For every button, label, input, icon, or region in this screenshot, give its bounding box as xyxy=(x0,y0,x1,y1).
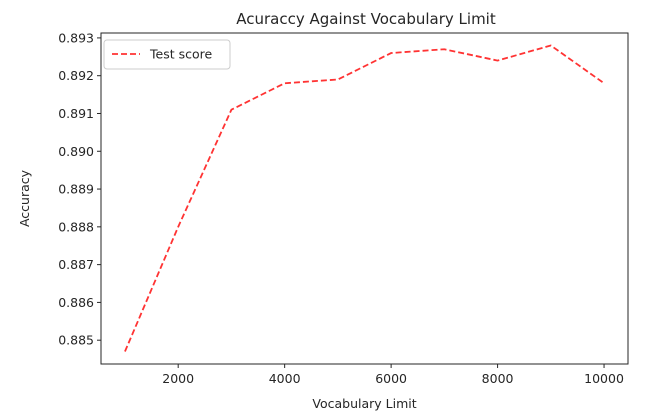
y-tick-label: 0.887 xyxy=(58,257,94,272)
y-tick-label: 0.888 xyxy=(58,219,94,234)
legend-label-test-score: Test score xyxy=(149,47,212,62)
y-axis: 0.885 0.886 0.887 0.888 0.889 0.890 0.891 0.892… xyxy=(58,30,101,348)
y-tick-label: 0.892 xyxy=(58,68,94,83)
x-tick-label: 10000 xyxy=(584,371,624,386)
x-axis: 2000 4000 6000 8000 10000 xyxy=(162,364,624,386)
legend-box xyxy=(103,39,231,70)
x-tick-label: 2000 xyxy=(162,371,194,386)
legend: Test score xyxy=(103,39,231,70)
y-tick-label: 0.891 xyxy=(58,106,94,121)
y-tick-label: 0.889 xyxy=(58,182,94,197)
x-tick-label: 4000 xyxy=(269,371,301,386)
y-tick-label: 0.885 xyxy=(58,333,94,348)
x-tick-label: 8000 xyxy=(482,371,514,386)
x-axis-label: Vocabulary Limit xyxy=(312,396,416,411)
y-axis-label: Accuracy xyxy=(17,169,32,227)
y-tick-label: 0.886 xyxy=(58,295,94,310)
y-tick-label: 0.893 xyxy=(58,30,94,45)
series-line-test-score xyxy=(124,44,605,352)
plot-area xyxy=(100,32,629,365)
series-layer xyxy=(124,44,605,352)
chart-title: Acuraccy Against Vocabulary Limit xyxy=(236,10,496,28)
y-tick-label: 0.890 xyxy=(58,144,94,159)
x-tick-label: 6000 xyxy=(375,371,407,386)
